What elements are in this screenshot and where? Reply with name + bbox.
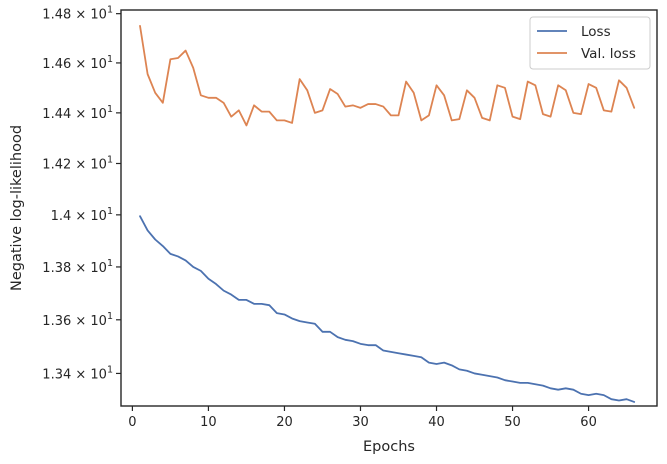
y-axis-label: Negative log-likelihood <box>9 125 25 291</box>
y-tick-label: 1.34 × 101 <box>42 364 113 382</box>
legend-label-val-loss: Val. loss <box>581 46 636 62</box>
x-tick-label: 40 <box>428 415 445 430</box>
ticks: 0 10 20 30 40 50 60 1.34 × 101 1.36 × 101 1.38 × … <box>42 5 597 430</box>
y-tick-label: 1.36 × 101 <box>42 311 113 329</box>
series-line-loss <box>139 215 636 403</box>
x-tick-label: 30 <box>352 415 369 430</box>
y-tick-label: 1.4 × 101 <box>51 206 113 224</box>
x-tick-label: 50 <box>504 415 521 430</box>
plot-frame <box>120 9 658 407</box>
x-tick-label: 60 <box>580 415 597 430</box>
y-tick-label: 1.42 × 101 <box>42 154 113 172</box>
legend-label-loss: Loss <box>581 24 611 40</box>
series-line-val-loss <box>139 25 636 127</box>
x-axis-label: Epochs <box>363 439 415 455</box>
x-tick-label: 10 <box>200 415 217 430</box>
x-tick-label: 20 <box>276 415 293 430</box>
y-tick-label: 1.38 × 101 <box>42 258 113 276</box>
y-tick-label: 1.46 × 101 <box>42 54 113 72</box>
legend-box <box>529 16 651 70</box>
legend: Loss Val. loss <box>529 16 651 70</box>
y-tick-label: 1.44 × 101 <box>42 104 113 122</box>
x-tick-label: 0 <box>128 415 136 430</box>
y-tick-label: 1.48 × 101 <box>42 5 113 23</box>
series-lines <box>139 25 636 403</box>
